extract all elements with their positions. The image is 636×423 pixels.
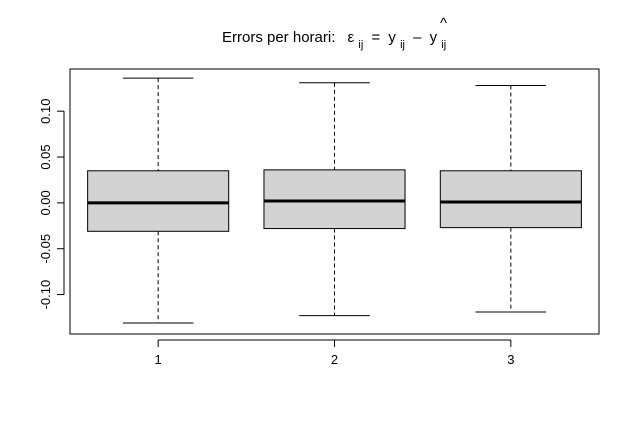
y-tick-label: 0.10	[38, 99, 53, 124]
y-axis: -0.10 -0.05 0.00 0.05 0.10	[38, 99, 65, 310]
title-equals: =	[371, 29, 380, 46]
title-minus: –	[413, 29, 422, 46]
iqr-box	[263, 169, 406, 230]
title-epsilon: ε	[348, 29, 355, 46]
title-yhat: y	[430, 29, 438, 46]
title-y: y	[388, 29, 396, 46]
x-tick-label: 2	[331, 352, 338, 367]
title-hat: ^	[440, 15, 447, 32]
x-axis: 1 2 3	[155, 339, 514, 367]
iqr-box	[87, 170, 230, 232]
title-subscript-1: ij	[358, 39, 363, 51]
chart-title: Errors per horari: ε ij = y ij – y ij ^	[222, 15, 447, 51]
y-tick-label: -0.10	[38, 280, 53, 310]
iqr-box	[439, 170, 582, 229]
title-prefix: Errors per horari:	[222, 29, 335, 46]
boxes-layer	[87, 77, 582, 324]
title-subscript-3: ij	[441, 39, 446, 51]
title-subscript-2: ij	[400, 39, 405, 51]
x-tick-label: 1	[155, 352, 162, 367]
box-group	[439, 85, 582, 313]
x-tick-label: 3	[507, 352, 514, 367]
box-group	[263, 82, 406, 317]
y-tick-label: -0.05	[38, 234, 53, 264]
plot-frame	[69, 68, 600, 335]
y-tick-label: 0.05	[38, 144, 53, 169]
box-group	[87, 77, 230, 324]
chart-title-text: Errors per horari: ε ij = y ij – y ij	[222, 29, 446, 51]
y-tick-label: 0.00	[38, 190, 53, 215]
